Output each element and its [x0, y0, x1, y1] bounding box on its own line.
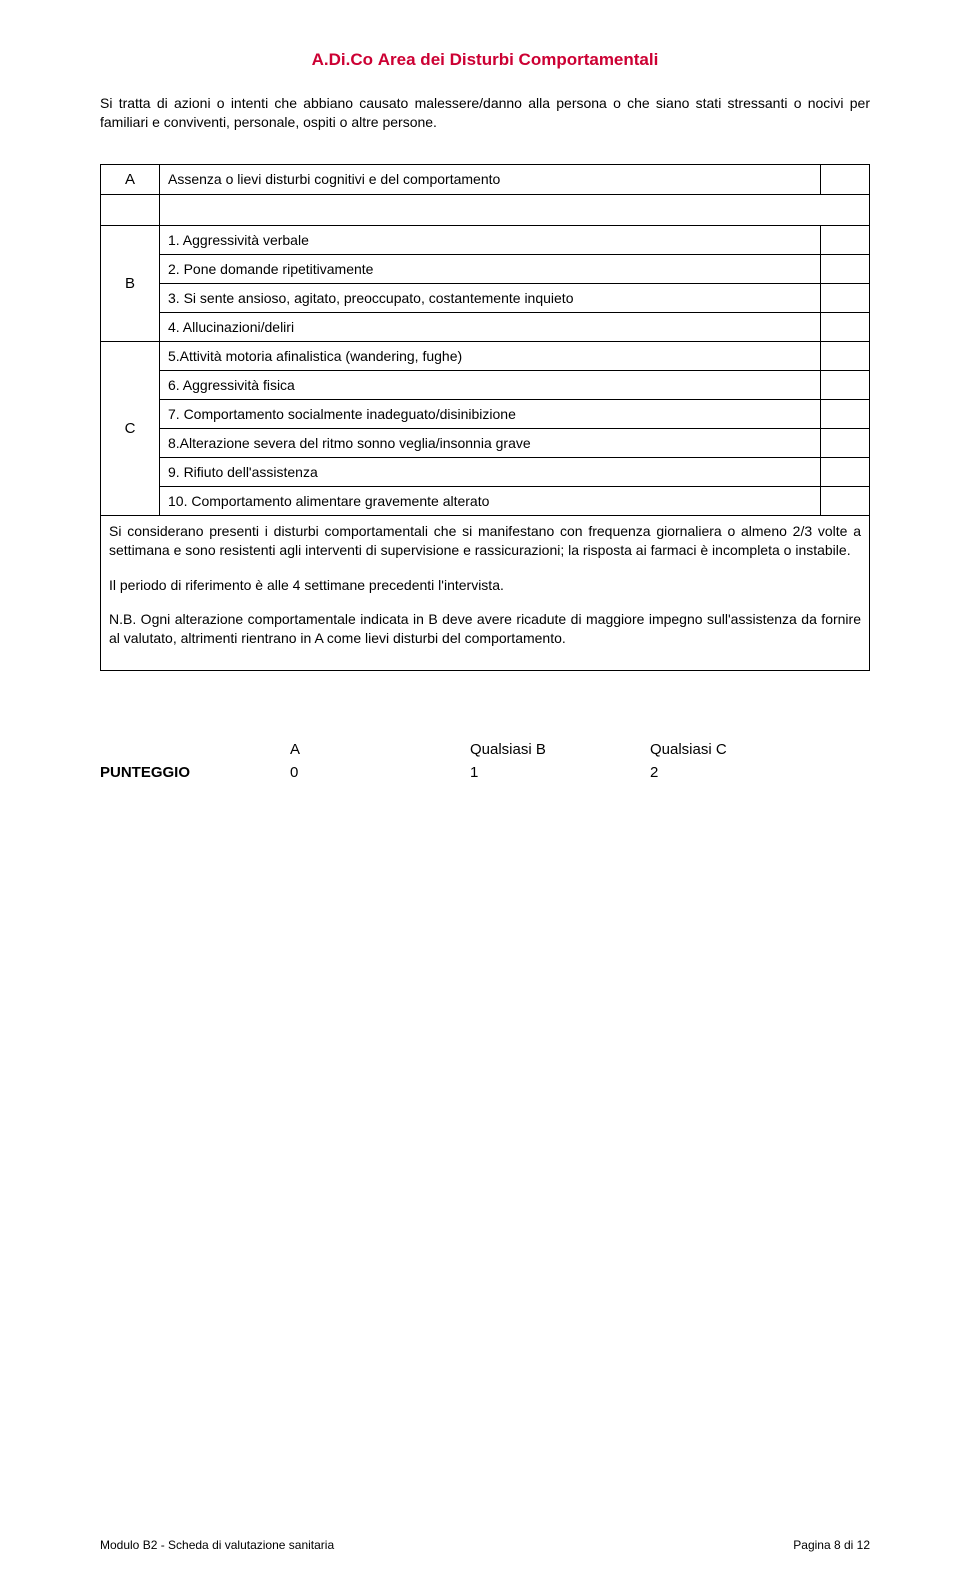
page-footer: Modulo B2 - Scheda di valutazione sanita… — [100, 1538, 870, 1552]
assessment-table: A Assenza o lievi disturbi cognitivi e d… — [100, 164, 870, 671]
row-c-check-6[interactable] — [821, 486, 870, 515]
row-c-item-1: 5.Attività motoria afinalistica (wanderi… — [160, 341, 821, 370]
row-c-item-3: 7. Comportamento socialmente inadeguato/… — [160, 399, 821, 428]
row-c-check-4[interactable] — [821, 428, 870, 457]
page: A.Di.Co Area dei Disturbi Comportamental… — [0, 0, 960, 1580]
spacer-row — [101, 194, 870, 225]
row-c-check-3[interactable] — [821, 399, 870, 428]
score-header-b: Qualsiasi B — [470, 741, 650, 758]
table-row-b-1: B 1. Aggressività verbale — [101, 225, 870, 254]
row-b-check-2[interactable] — [821, 254, 870, 283]
table-row-a: A Assenza o lievi disturbi cognitivi e d… — [101, 164, 870, 194]
score-value-b: 1 — [470, 764, 650, 781]
score-block: A Qualsiasi B Qualsiasi C PUNTEGGIO 0 1 … — [100, 741, 870, 781]
table-row-c-3: 7. Comportamento socialmente inadeguato/… — [101, 399, 870, 428]
note-3: N.B. Ogni alterazione comportamentale in… — [109, 610, 861, 648]
row-a-letter: A — [101, 164, 160, 194]
row-b-item-1: 1. Aggressività verbale — [160, 225, 821, 254]
notes-block: Si considerano presenti i disturbi compo… — [109, 522, 861, 648]
row-b-item-3: 3. Si sente ansioso, agitato, preoccupat… — [160, 283, 821, 312]
score-label: PUNTEGGIO — [100, 764, 290, 781]
score-header-blank — [100, 741, 290, 758]
row-b-check-4[interactable] — [821, 312, 870, 341]
score-value-c: 2 — [650, 764, 830, 781]
table-row-c-4: 8.Alterazione severa del ritmo sonno veg… — [101, 428, 870, 457]
row-b-check-3[interactable] — [821, 283, 870, 312]
table-row-b-2: 2. Pone domande ripetitivamente — [101, 254, 870, 283]
table-row-b-3: 3. Si sente ansioso, agitato, preoccupat… — [101, 283, 870, 312]
score-header-c: Qualsiasi C — [650, 741, 830, 758]
footer-right: Pagina 8 di 12 — [793, 1538, 870, 1552]
row-b-check-1[interactable] — [821, 225, 870, 254]
row-b-letter: B — [101, 225, 160, 341]
table-row-b-4: 4. Allucinazioni/deliri — [101, 312, 870, 341]
table-row-c-2: 6. Aggressività fisica — [101, 370, 870, 399]
table-row-c-5: 9. Rifiuto dell'assistenza — [101, 457, 870, 486]
row-c-item-5: 9. Rifiuto dell'assistenza — [160, 457, 821, 486]
intro-paragraph: Si tratta di azioni o intenti che abbian… — [100, 94, 870, 132]
row-c-item-4: 8.Alterazione severa del ritmo sonno veg… — [160, 428, 821, 457]
row-b-item-2: 2. Pone domande ripetitivamente — [160, 254, 821, 283]
row-c-letter: C — [101, 341, 160, 515]
page-title: A.Di.Co Area dei Disturbi Comportamental… — [100, 50, 870, 70]
row-a-text: Assenza o lievi disturbi cognitivi e del… — [160, 164, 821, 194]
note-1: Si considerano presenti i disturbi compo… — [109, 522, 861, 560]
row-b-item-4: 4. Allucinazioni/deliri — [160, 312, 821, 341]
score-header-a: A — [290, 741, 470, 758]
title-prefix: A.Di.Co — [312, 50, 373, 69]
note-2: Il periodo di riferimento è alle 4 setti… — [109, 576, 861, 595]
row-c-item-6: 10. Comportamento alimentare gravemente … — [160, 486, 821, 515]
table-row-c-1: C 5.Attività motoria afinalistica (wande… — [101, 341, 870, 370]
footer-left: Modulo B2 - Scheda di valutazione sanita… — [100, 1538, 334, 1552]
score-value-row: PUNTEGGIO 0 1 2 — [100, 764, 870, 781]
score-value-a: 0 — [290, 764, 470, 781]
row-c-check-1[interactable] — [821, 341, 870, 370]
title-main: Area dei Disturbi Comportamentali — [378, 50, 659, 69]
score-header-row: A Qualsiasi B Qualsiasi C — [100, 741, 870, 758]
row-c-check-2[interactable] — [821, 370, 870, 399]
row-c-item-2: 6. Aggressività fisica — [160, 370, 821, 399]
row-c-check-5[interactable] — [821, 457, 870, 486]
table-row-c-6: 10. Comportamento alimentare gravemente … — [101, 486, 870, 515]
notes-row: Si considerano presenti i disturbi compo… — [101, 515, 870, 670]
row-a-check[interactable] — [821, 164, 870, 194]
